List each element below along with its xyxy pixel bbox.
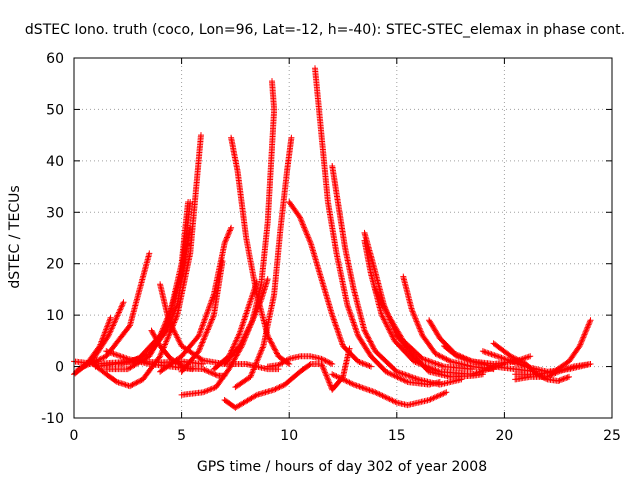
y-tick-label: 10 [46,308,64,324]
x-tick-label: 5 [177,428,186,444]
y-tick-label: 0 [55,360,64,376]
y-tick-label: 40 [46,154,64,170]
y-tick-label: -10 [41,411,64,427]
series-marker-path [92,224,194,370]
series-markers [286,199,374,370]
data-series [71,65,594,411]
series-marker-path [441,343,540,375]
series-markers [103,348,196,373]
y-axis-label: dSTEC / TECUs [7,185,23,288]
series-markers [312,65,443,388]
y-tick-label: 50 [46,102,64,118]
series-markers [441,343,540,375]
series-marker-path [210,278,260,373]
y-tick-label: 20 [46,257,64,273]
series-marker-path [512,361,594,383]
series-markers [232,134,295,391]
x-tick-label: 10 [280,428,298,444]
x-tick-label: 20 [495,428,513,444]
plot-frame [73,57,613,419]
chart-title: dSTEC Iono. truth (coco, Lon=96, Lat=-12… [25,22,625,38]
series-markers [372,286,476,373]
x-tick-label: 25 [603,428,621,444]
series-marker-path [286,199,374,370]
series-marker-path [264,353,336,370]
series-markers [400,273,497,373]
series-markers [512,361,594,383]
series-marker-path [221,345,353,411]
series-marker-path [372,286,476,373]
series-markers [264,353,336,370]
series-marker-path [329,163,465,388]
series-marker-path [312,65,443,388]
y-tick-label: 60 [46,51,64,67]
series-markers [329,371,450,409]
series-markers [228,134,293,367]
x-tick-label: 15 [388,428,406,444]
x-tick-label: 0 [70,428,79,444]
axis-ticks: 0 5 10 15 20 25 -10 0 10 20 30 40 50 60 [41,51,621,444]
series-markers [92,224,194,370]
series-marker-path [232,134,295,391]
series-marker-path [228,134,293,367]
series-marker-path [400,273,497,373]
series-markers [329,163,465,388]
y-tick-label: 30 [46,205,64,221]
x-axis-label: GPS time / hours of day 302 of year 2008 [197,459,487,475]
series-markers [221,345,353,411]
series-marker-path [103,348,196,373]
series-markers [210,278,260,373]
series-marker-path [329,371,450,409]
